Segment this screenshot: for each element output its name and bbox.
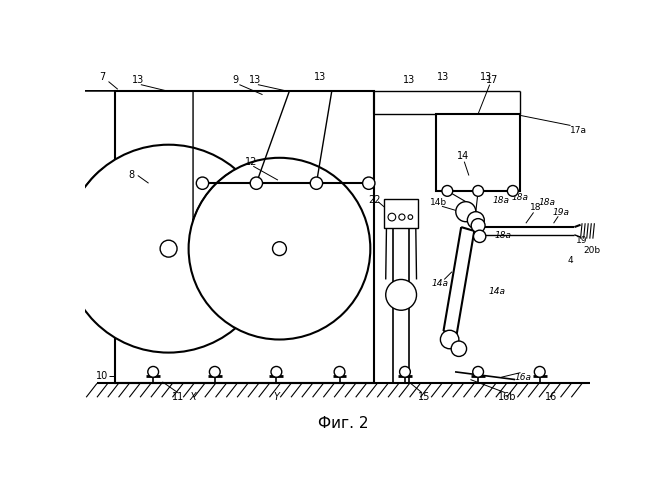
- Text: 18a: 18a: [492, 196, 510, 204]
- Circle shape: [64, 144, 273, 352]
- Circle shape: [250, 177, 263, 190]
- Text: Фиг. 2: Фиг. 2: [318, 416, 369, 431]
- Text: 19a: 19a: [553, 208, 570, 217]
- Text: 4: 4: [567, 256, 574, 264]
- Circle shape: [334, 366, 345, 377]
- Text: 13: 13: [249, 75, 261, 85]
- Circle shape: [456, 202, 476, 222]
- Text: 14b: 14b: [429, 198, 447, 207]
- Text: 10: 10: [96, 370, 109, 380]
- Bar: [115, 91, 374, 384]
- Text: 14a: 14a: [431, 279, 448, 288]
- Circle shape: [310, 177, 322, 190]
- Circle shape: [271, 366, 282, 377]
- Text: 9: 9: [232, 75, 239, 85]
- Text: 19: 19: [576, 236, 588, 246]
- Circle shape: [210, 366, 220, 377]
- Circle shape: [474, 230, 486, 242]
- Circle shape: [471, 218, 485, 232]
- Text: 18a: 18a: [539, 198, 556, 207]
- Circle shape: [507, 186, 518, 196]
- Text: 22: 22: [368, 195, 381, 205]
- Text: 13: 13: [132, 75, 144, 85]
- Text: 8: 8: [129, 170, 135, 180]
- Circle shape: [196, 177, 208, 190]
- Circle shape: [273, 242, 286, 256]
- Circle shape: [468, 212, 484, 228]
- Text: 14a: 14a: [489, 286, 506, 296]
- Circle shape: [473, 186, 484, 196]
- Bar: [384, 198, 418, 228]
- Text: 13: 13: [314, 72, 326, 82]
- Circle shape: [148, 366, 159, 377]
- Circle shape: [362, 177, 375, 190]
- Text: 11: 11: [172, 392, 184, 402]
- Circle shape: [399, 366, 410, 377]
- Text: 16: 16: [545, 392, 557, 402]
- Text: 15: 15: [418, 392, 430, 402]
- Text: Y: Y: [273, 392, 279, 402]
- Circle shape: [399, 214, 405, 220]
- Bar: [436, 114, 521, 191]
- Circle shape: [386, 280, 417, 310]
- Text: X: X: [190, 392, 196, 402]
- Text: 18a: 18a: [512, 192, 529, 202]
- Text: 20b: 20b: [584, 246, 600, 256]
- Circle shape: [408, 215, 413, 220]
- Text: 14: 14: [456, 151, 469, 161]
- Circle shape: [442, 186, 453, 196]
- Circle shape: [473, 366, 484, 377]
- Circle shape: [388, 213, 396, 221]
- Text: 18: 18: [530, 204, 541, 212]
- Text: 16b: 16b: [498, 392, 517, 402]
- Text: 17a: 17a: [570, 126, 587, 136]
- Circle shape: [189, 158, 371, 340]
- Circle shape: [535, 366, 545, 377]
- Text: 13: 13: [480, 72, 492, 82]
- Circle shape: [451, 341, 466, 356]
- Text: 7: 7: [99, 72, 105, 82]
- Text: 12: 12: [245, 156, 257, 166]
- Text: 17: 17: [486, 75, 498, 85]
- Text: 13: 13: [403, 75, 415, 85]
- Circle shape: [440, 330, 459, 349]
- Text: 13: 13: [438, 72, 450, 82]
- Circle shape: [160, 240, 177, 257]
- Text: 16a: 16a: [515, 372, 531, 382]
- Text: 18a: 18a: [495, 231, 512, 240]
